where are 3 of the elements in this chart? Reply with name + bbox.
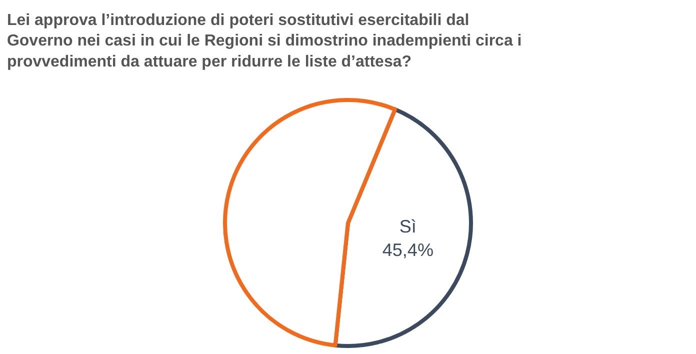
slice-label: Sì [399, 216, 416, 236]
data-label: 45,4% [382, 240, 434, 260]
chart-title: Lei approva l’introduzione di poteri sostitutivi esercitabili dal Governo nei casi in cui le Regioni si dimostrino inadempienti circa i provvedimenti da attuare per ridurre le liste d’attesa? [6, 12, 522, 70]
